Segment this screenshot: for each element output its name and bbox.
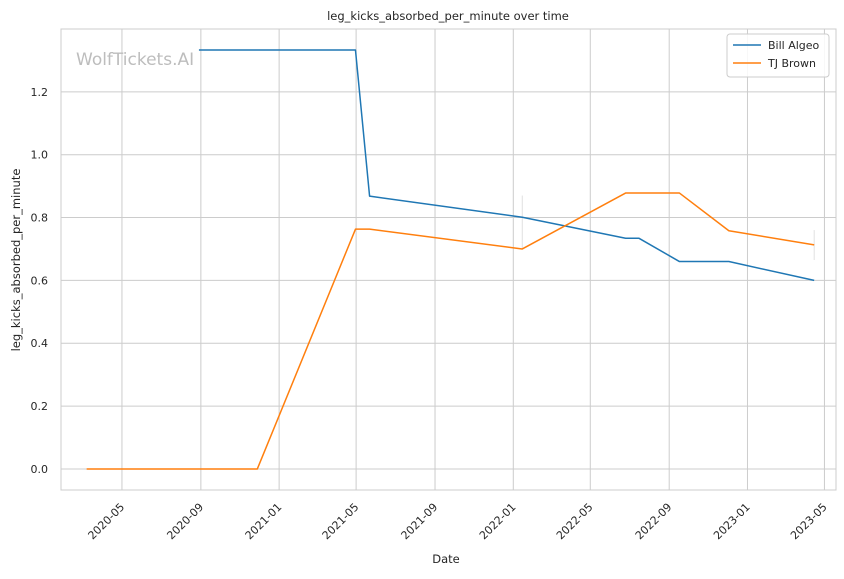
y-tick-label: 0.8 <box>31 212 49 225</box>
y-tick-label: 0.0 <box>31 463 49 476</box>
x-tick-label: 2020-09 <box>164 501 206 543</box>
x-tick-label: 2021-05 <box>320 501 362 543</box>
x-ticks: 2020-05 2020-09 2021-01 2021-05 2021-09 2022-… <box>86 501 830 543</box>
x-tick-label: 2021-01 <box>243 501 285 543</box>
y-tick-label: 0.6 <box>31 274 49 287</box>
y-axis-label: leg_kicks_absorbed_per_minute <box>9 169 23 352</box>
x-axis-label: Date <box>432 552 460 566</box>
legend: Bill Algeo TJ Brown <box>726 33 830 78</box>
series-line-bill-algeo <box>198 49 815 282</box>
x-tick-label: 2022-09 <box>633 501 675 543</box>
y-tick-label: 0.2 <box>31 400 49 413</box>
x-tick-label: 2022-01 <box>477 501 519 543</box>
y-tick-label: 0.4 <box>31 337 49 350</box>
y-tick-label: 1.2 <box>31 86 49 99</box>
x-tick-label: 2021-09 <box>399 501 441 543</box>
legend-label-tj-brown: TJ Brown <box>767 57 816 70</box>
x-tick-label: 2020-05 <box>86 501 128 543</box>
legend-label-bill-algeo: Bill Algeo <box>768 39 820 52</box>
x-tick-label: 2023-01 <box>711 501 753 543</box>
plot-area <box>60 28 837 491</box>
x-tick-label: 2023-05 <box>788 501 830 543</box>
y-tick-label: 1.0 <box>31 149 49 162</box>
series-line-tj-brown <box>86 192 815 470</box>
y-ticks: 0.0 0.2 0.4 0.6 0.8 1.0 1.2 <box>31 86 49 476</box>
series-layer <box>86 49 815 470</box>
faint-marks <box>521 195 815 260</box>
x-tick-label: 2022-05 <box>554 501 596 543</box>
watermark: WolfTickets.AI <box>76 50 194 70</box>
chart-title: leg_kicks_absorbed_per_minute over time <box>327 9 569 23</box>
